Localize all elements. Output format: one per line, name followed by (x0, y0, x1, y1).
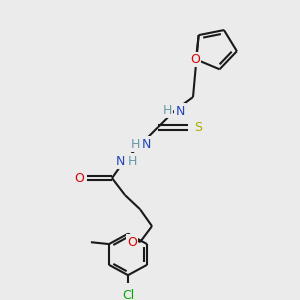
Text: H: H (127, 155, 137, 168)
Text: Cl: Cl (122, 290, 134, 300)
Text: N: N (175, 105, 185, 118)
Text: S: S (194, 121, 202, 134)
Text: H: H (130, 138, 140, 151)
Text: O: O (190, 53, 200, 66)
Text: O: O (74, 172, 84, 184)
Text: N: N (115, 155, 125, 168)
Text: O: O (127, 236, 137, 249)
Text: H: H (162, 104, 172, 117)
Text: N: N (141, 138, 151, 151)
